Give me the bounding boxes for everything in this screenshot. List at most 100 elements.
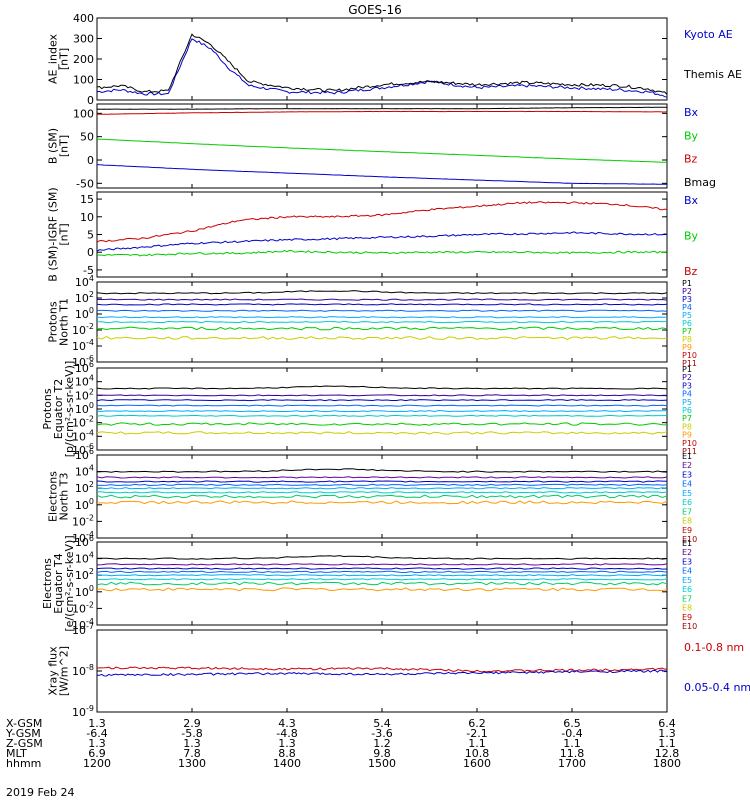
legend-entry: 0.1-0.8 nm [684,641,744,654]
y-axis-label: [e/(cm²-s-sr-keV)] [63,535,76,631]
legend-entry: P3 [682,295,692,304]
legend-entry: P11 [682,447,697,456]
y-tick-label: 400 [73,12,94,25]
footer-value: 1700 [558,757,586,770]
footer-value: 1300 [178,757,206,770]
legend-entry: P6 [682,406,692,415]
y-tick-exponent: 2 [89,290,94,299]
y-tick-label: 106 [75,447,94,462]
y-tick-exponent: -2 [86,513,94,522]
y-axis-label: [W/m^2] [58,646,71,696]
channel-line [96,480,668,483]
footer-value: 11.8 [560,747,585,760]
y-tick-exponent: -2 [86,322,94,331]
footer-value: -6.4 [86,727,107,740]
y-axis-label: Equator T4 [52,553,65,613]
legend-entry: P11 [682,359,697,368]
footer-value: 1400 [273,757,301,770]
legend-entry: E5 [682,576,692,585]
y-tick-label: 102 [75,480,94,495]
y-tick-label: 100 [73,107,94,120]
channel-line [96,491,668,494]
y-tick-label: 10-4 [72,338,94,353]
series-line [96,106,668,110]
y-tick-label: 104 [75,551,94,566]
legend-entry: By [684,129,699,142]
series-line [96,231,668,252]
legend-entry: P8 [682,335,692,344]
footer-row-label: Y-GSM [5,727,41,740]
channel-line [96,422,668,426]
y-tick-exponent: 6 [89,447,94,456]
y-tick-label: 50 [80,131,94,144]
footer-value: -0.4 [561,727,582,740]
y-tick-label: 200 [73,53,94,66]
footer-value: 1.3 [658,727,676,740]
y-tick-label: 100 [75,306,94,321]
y-tick-exponent: -2 [86,415,94,424]
legend-entry: By [684,230,699,243]
legend-entry: E3 [682,470,692,479]
y-tick-exponent: 0 [89,306,94,315]
footer-value: -4.8 [276,727,297,740]
footer-value: -5.8 [181,727,202,740]
panel-frame [96,103,668,189]
panel-frame [96,367,668,451]
legend-entry: P1 [682,279,692,288]
channel-line [96,494,668,499]
y-tick-exponent: -6 [86,354,94,363]
y-axis-label: Protons [47,301,60,342]
legend-entry: P1 [682,365,692,374]
y-axis-label: B (SM) [47,128,60,164]
legend-entry: E4 [682,567,692,576]
footer-value: 12.8 [655,747,680,760]
channel-line [96,567,668,570]
y-tick-exponent: 0 [89,584,94,593]
y-tick-exponent: -4 [86,428,94,437]
legend-entry: P8 [682,422,692,431]
y-tick-label: 100 [75,584,94,599]
panel-frame [96,541,668,626]
footer-value: 9.8 [373,747,391,760]
y-tick-exponent: 4 [89,274,94,283]
legend-entry: P2 [682,287,692,296]
y-tick-label: 100 [75,497,94,512]
y-tick-label: 10-7 [72,622,94,637]
legend-entry: P7 [682,414,692,423]
legend-entry: P4 [682,303,692,312]
legend-entry: Kyoto AE [684,28,733,41]
footer-value: 1.1 [468,737,486,750]
footer-value: -2.1 [466,727,487,740]
y-tick-label: 102 [75,290,94,305]
channel-line [97,483,668,487]
legend-entry: Bmag [684,176,716,189]
y-axis-label: Xray flux [47,646,60,696]
y-axis-label: [nT] [58,223,71,245]
y-axis-label: Electrons [41,558,54,609]
legend-entry: P10 [682,351,697,360]
channel-line [96,587,668,592]
y-tick-exponent: 2 [89,480,94,489]
y-axis-label: [p/(cm²-s-sr-keV)] [63,361,76,458]
series-line [96,33,668,95]
panel-frame [96,191,668,278]
y-tick-label: 10-8 [72,663,94,678]
legend-entry: E6 [682,585,692,594]
channel-line [96,404,668,407]
y-tick-label: 0 [87,246,94,259]
y-axis-label: North T3 [58,473,71,521]
legend-entry: E1 [682,539,692,548]
channel-line [96,563,668,566]
y-tick-label: 10-2 [72,322,94,337]
y-tick-exponent: -8 [86,663,94,672]
channel-line [96,487,668,490]
legend-entry: Bx [684,194,699,207]
footer-value: 1600 [463,757,491,770]
channel-line [96,336,668,340]
channel-line [96,399,668,402]
legend-entry: E9 [682,613,692,622]
channel-line [96,316,667,319]
channel-line [96,431,668,435]
y-tick-exponent: 2 [89,567,94,576]
